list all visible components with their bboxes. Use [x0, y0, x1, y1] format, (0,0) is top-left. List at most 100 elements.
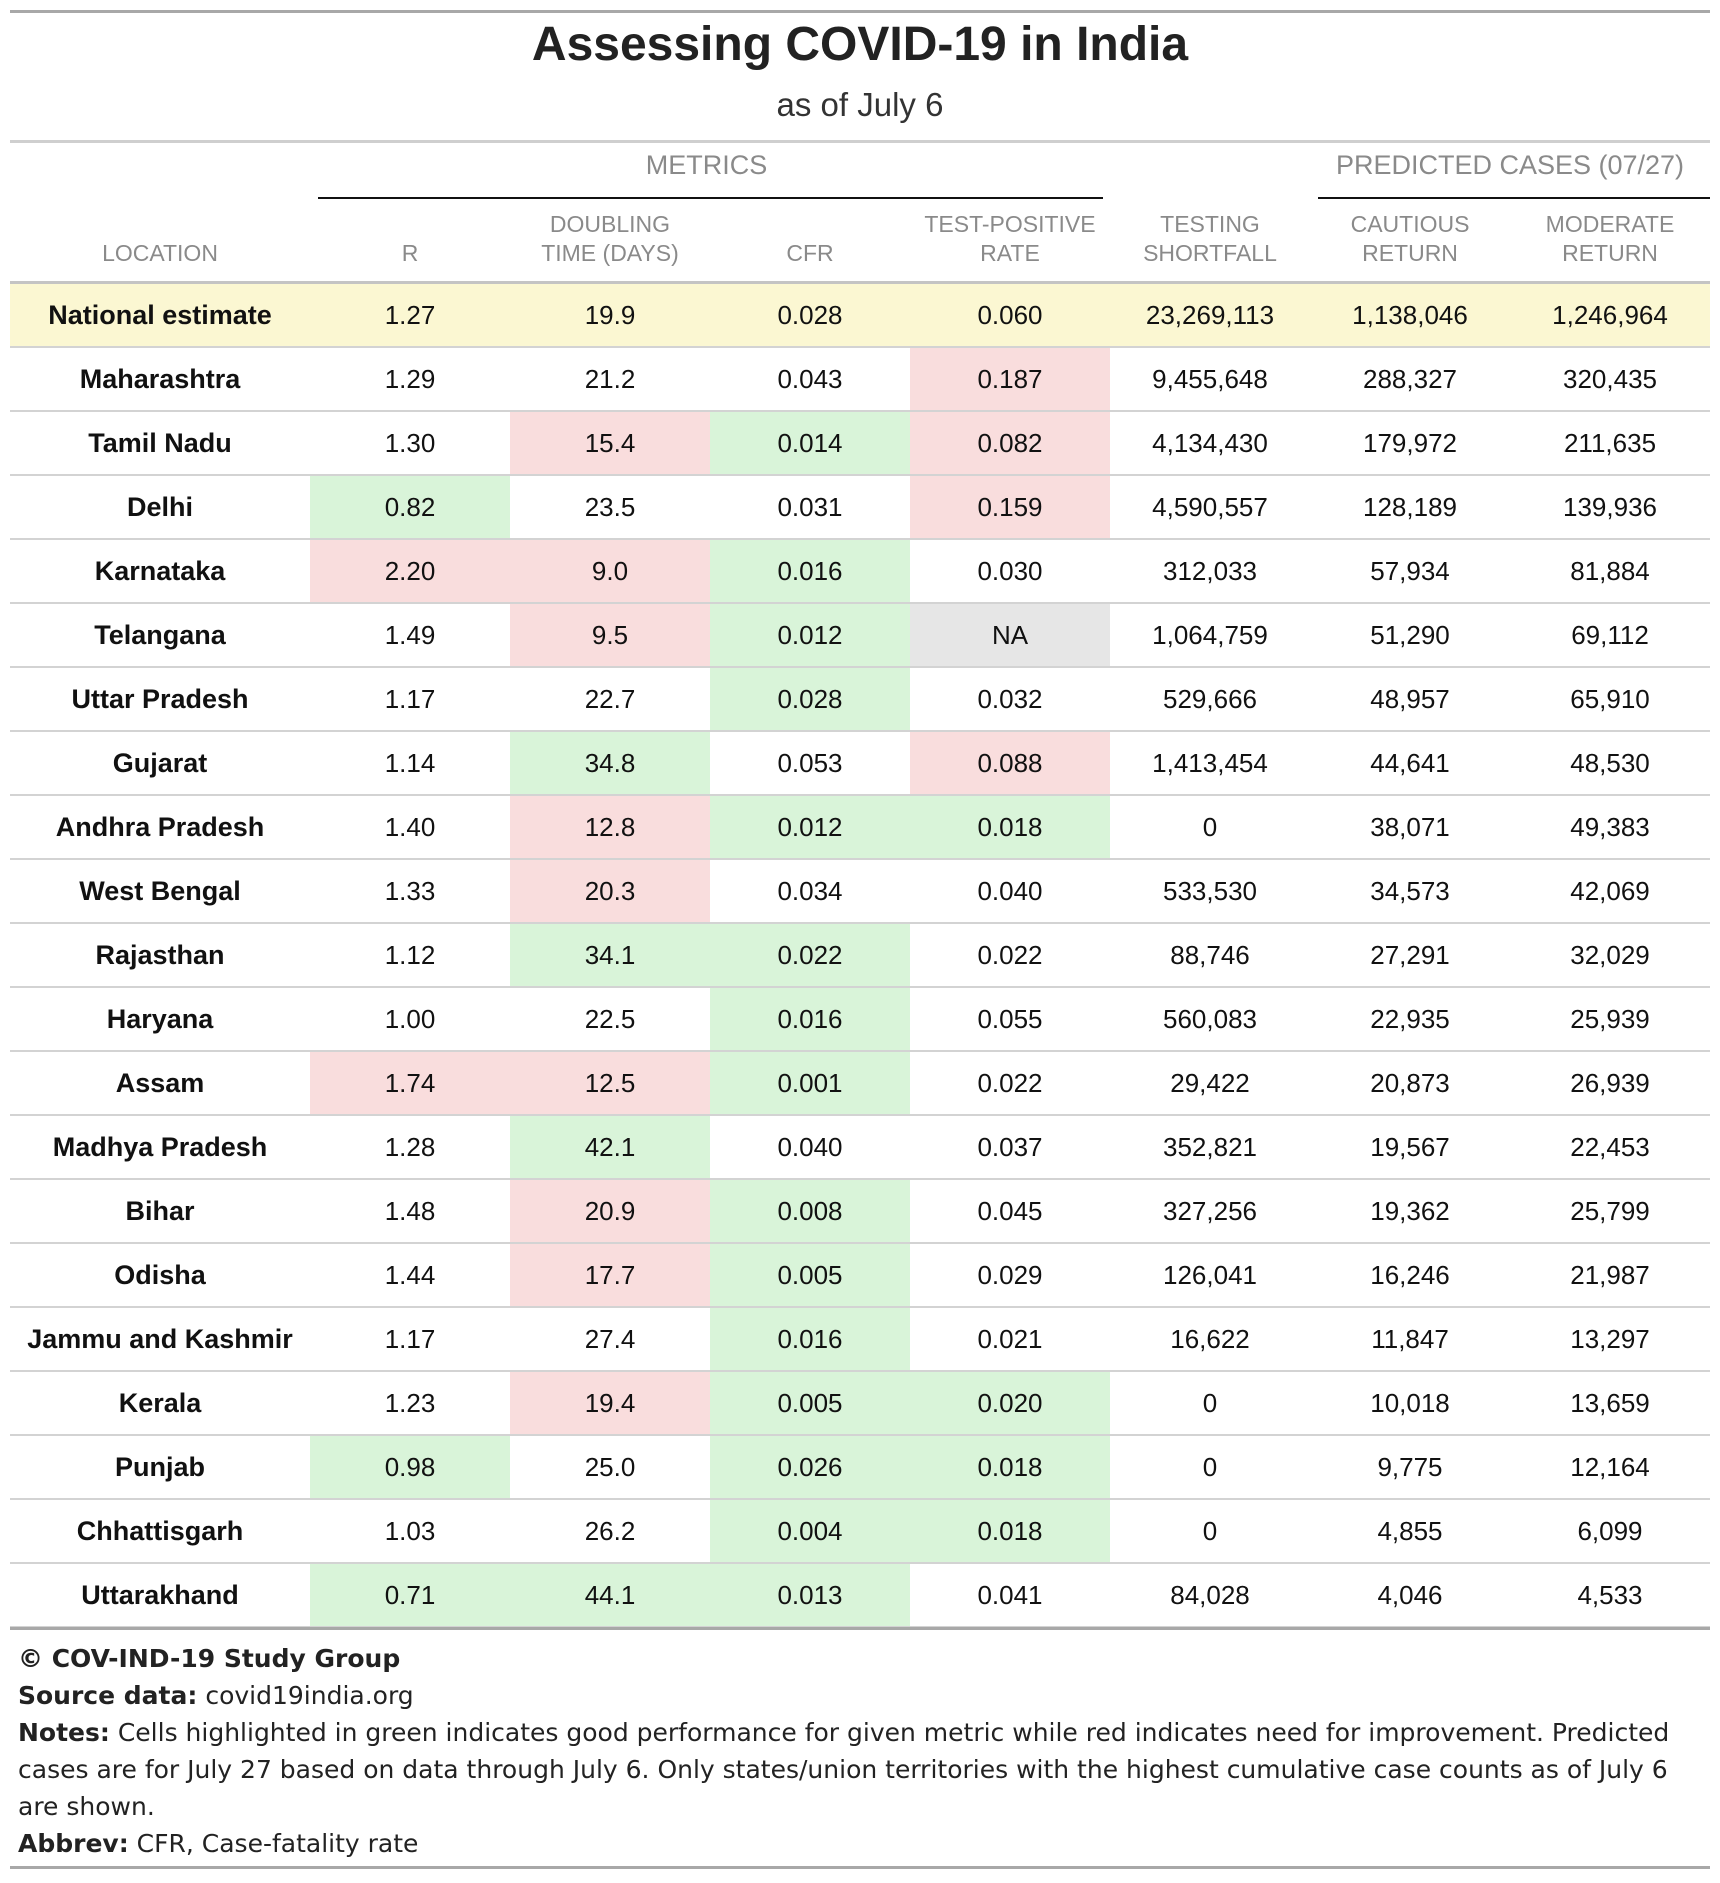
- value-cell: 22,453: [1510, 1115, 1710, 1180]
- value-cell: 10,018: [1310, 1371, 1510, 1436]
- table-body: National estimate 1.27 19.9 0.028 0.060 23,26…: [10, 284, 1710, 1628]
- value-cell: 65,910: [1510, 667, 1710, 732]
- value-cell: 0.029: [910, 1243, 1110, 1308]
- value-cell: 0.001: [710, 1051, 910, 1116]
- value-cell: 34.1: [510, 923, 710, 988]
- source-value: covid19india.org: [205, 1681, 414, 1710]
- value-cell: 9.0: [510, 539, 710, 604]
- value-cell: 0.98: [310, 1435, 510, 1500]
- value-cell: 1.29: [310, 347, 510, 412]
- value-cell: 11,847: [1310, 1307, 1510, 1372]
- value-cell: 22,935: [1310, 987, 1510, 1052]
- chart-title: Assessing COVID-19 in India: [531, 18, 1189, 71]
- value-cell: 0.053: [710, 731, 910, 796]
- table-row: Uttar Pradesh 1.17 22.7 0.028 0.032 529,666 48…: [10, 667, 1710, 732]
- value-cell: 16,246: [1310, 1243, 1510, 1308]
- value-cell: 4,855: [1310, 1499, 1510, 1564]
- value-cell: 0.037: [910, 1115, 1110, 1180]
- spanner-metrics-line: [318, 197, 1103, 199]
- value-cell: 0.032: [910, 667, 1110, 732]
- value-cell: 26,939: [1510, 1051, 1710, 1116]
- footnotes: © COV-IND-19 Study Group Source data: co…: [18, 1640, 1698, 1862]
- value-cell: 0.021: [910, 1307, 1110, 1372]
- value-cell: 27,291: [1310, 923, 1510, 988]
- table-row: Maharashtra 1.29 21.2 0.043 0.187 9,455,648 28…: [10, 347, 1710, 412]
- value-cell: 22.5: [510, 987, 710, 1052]
- table-row: Haryana 1.00 22.5 0.016 0.055 560,083 22,935 25…: [10, 987, 1710, 1052]
- value-cell: 0.060: [910, 284, 1110, 348]
- value-cell: 128,189: [1310, 475, 1510, 540]
- footnote-abbrev: Abbrev: CFR, Case-fatality rate: [18, 1825, 1698, 1862]
- value-cell: 16,622: [1110, 1307, 1310, 1372]
- value-cell: 20,873: [1310, 1051, 1510, 1116]
- footnote-source: Source data: covid19india.org: [18, 1677, 1698, 1714]
- location-cell: Jammu and Kashmir: [10, 1307, 310, 1372]
- location-cell: Uttar Pradesh: [10, 667, 310, 732]
- location-cell: Chhattisgarh: [10, 1499, 310, 1564]
- location-cell: Karnataka: [10, 539, 310, 604]
- value-cell: 352,821: [1110, 1115, 1310, 1180]
- value-cell: 0.088: [910, 731, 1110, 796]
- value-cell: 0.022: [710, 923, 910, 988]
- value-cell: 560,083: [1110, 987, 1310, 1052]
- location-cell: Punjab: [10, 1435, 310, 1500]
- table-row: West Bengal 1.33 20.3 0.034 0.040 533,530 34,5…: [10, 859, 1710, 924]
- column-header-r: R: [401, 240, 419, 266]
- subtitle-rule: [10, 140, 1710, 143]
- value-cell: 12.8: [510, 795, 710, 860]
- value-cell: 1.03: [310, 1499, 510, 1564]
- location-cell: Rajasthan: [10, 923, 310, 988]
- value-cell: 38,071: [1310, 795, 1510, 860]
- value-cell: 0: [1110, 1435, 1310, 1500]
- table-row: Chhattisgarh 1.03 26.2 0.004 0.018 0 4,855 6,09…: [10, 1499, 1710, 1564]
- value-cell: 312,033: [1110, 539, 1310, 604]
- value-cell: 0.82: [310, 475, 510, 540]
- spanner-metrics: METRICS: [645, 150, 768, 180]
- value-cell: 1.74: [310, 1051, 510, 1116]
- location-cell: Gujarat: [10, 731, 310, 796]
- column-header-testing-shortfall: TESTING SHORTFALL: [1143, 211, 1277, 266]
- table-row: Assam 1.74 12.5 0.001 0.022 29,422 20,873 26,93…: [10, 1051, 1710, 1116]
- column-header-doubling-time-days: DOUBLING TIME (DAYS): [541, 211, 679, 266]
- table-row: Rajasthan 1.12 34.1 0.022 0.022 88,746 27,291 3…: [10, 923, 1710, 988]
- value-cell: 9.5: [510, 603, 710, 668]
- table-row: Bihar 1.48 20.9 0.008 0.045 327,256 19,362 25,7…: [10, 1179, 1710, 1244]
- spanner-predicted: PREDICTED CASES (07/27): [1335, 150, 1685, 180]
- value-cell: 22.7: [510, 667, 710, 732]
- value-cell: 25.0: [510, 1435, 710, 1500]
- value-cell: 1.27: [310, 284, 510, 348]
- value-cell: 4,590,557: [1110, 475, 1310, 540]
- value-cell: 179,972: [1310, 411, 1510, 476]
- value-cell: 21,987: [1510, 1243, 1710, 1308]
- value-cell: 1.12: [310, 923, 510, 988]
- table-row: Andhra Pradesh 1.40 12.8 0.012 0.018 0 38,071 4…: [10, 795, 1710, 860]
- value-cell: 529,666: [1110, 667, 1310, 732]
- value-cell: 0.159: [910, 475, 1110, 540]
- column-header-location: LOCATION: [102, 240, 218, 266]
- value-cell: 57,934: [1310, 539, 1510, 604]
- value-cell: 0.028: [710, 667, 910, 732]
- value-cell: 4,046: [1310, 1563, 1510, 1628]
- end-rule: [10, 1866, 1710, 1869]
- value-cell: 42,069: [1510, 859, 1710, 924]
- value-cell: 0: [1110, 1499, 1310, 1564]
- value-cell: 25,939: [1510, 987, 1710, 1052]
- value-cell: 9,775: [1310, 1435, 1510, 1500]
- value-cell: 0.030: [910, 539, 1110, 604]
- value-cell: 320,435: [1510, 347, 1710, 412]
- source-label: Source data:: [18, 1681, 198, 1710]
- column-header-test-positive-rate: TEST-POSITIVE RATE: [924, 211, 1096, 266]
- value-cell: 1.30: [310, 411, 510, 476]
- value-cell: 0.005: [710, 1371, 910, 1436]
- value-cell: 29,422: [1110, 1051, 1310, 1116]
- value-cell: 34.8: [510, 731, 710, 796]
- value-cell: 12,164: [1510, 1435, 1710, 1500]
- location-cell: West Bengal: [10, 859, 310, 924]
- value-cell: 13,659: [1510, 1371, 1710, 1436]
- location-cell: Assam: [10, 1051, 310, 1116]
- table-row: Tamil Nadu 1.30 15.4 0.014 0.082 4,134,430 179…: [10, 411, 1710, 476]
- value-cell: 0.055: [910, 987, 1110, 1052]
- location-cell: Tamil Nadu: [10, 411, 310, 476]
- value-cell: 126,041: [1110, 1243, 1310, 1308]
- value-cell: 0.031: [710, 475, 910, 540]
